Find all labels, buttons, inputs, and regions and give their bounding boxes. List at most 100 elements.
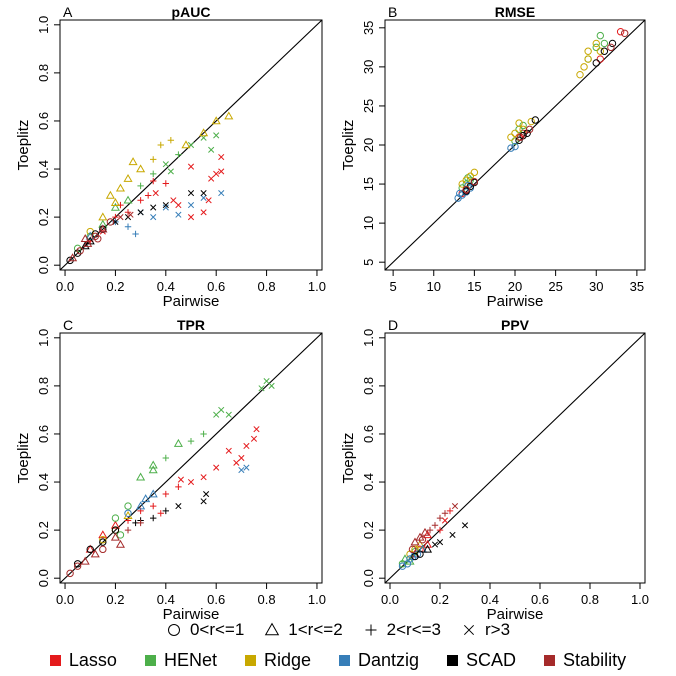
y-axis-label: Toeplitz	[15, 120, 32, 171]
data-point	[187, 163, 195, 170]
data-point	[515, 119, 523, 127]
data-point	[436, 539, 444, 546]
y-tick-label: 0.0	[36, 569, 51, 587]
data-point	[80, 234, 90, 243]
y-tick-label: 0.6	[36, 425, 51, 443]
y-tick-label: 20	[361, 138, 376, 152]
circle-icon	[167, 624, 180, 636]
panel-title: PPV	[501, 317, 530, 333]
x-tick-label: 0.8	[581, 592, 599, 607]
data-point	[243, 442, 250, 450]
y-tick-label: 0.4	[36, 160, 51, 178]
data-point	[117, 214, 124, 221]
color-legend-label: SCAD	[466, 649, 517, 670]
data-point	[162, 161, 169, 168]
data-point	[233, 459, 240, 466]
data-point	[620, 29, 629, 37]
data-point	[137, 519, 144, 527]
x-axis-label: Pairwise	[487, 293, 544, 310]
x-tick-label: 0.6	[207, 592, 225, 607]
panel-d: 0.0 0.2 0.4 0.6 0.8 1.0 0.0 0.2 0.4 0.6 0.8 1.0 PPV D…	[340, 317, 649, 623]
data-point	[580, 63, 588, 71]
y-tick-label: 0.8	[36, 64, 51, 82]
data-point	[110, 532, 120, 541]
data-point	[250, 435, 258, 442]
data-point	[124, 223, 132, 230]
series-dantzig	[454, 142, 519, 202]
color-legend-label: Lasso	[68, 649, 117, 670]
data-point	[136, 501, 146, 510]
data-point	[124, 502, 132, 510]
x-tick-label: 35	[630, 279, 644, 294]
x-axis-label: Pairwise	[163, 606, 220, 623]
x-axis-label: Pairwise	[487, 606, 544, 623]
data-point	[90, 549, 100, 558]
color-swatch	[447, 654, 459, 666]
data-point	[86, 545, 94, 554]
data-point	[116, 531, 125, 539]
data-point	[162, 454, 170, 462]
plus-marker	[365, 624, 377, 636]
data-point	[200, 430, 207, 438]
data-point	[175, 202, 182, 209]
shape-legend: 0<r<=1 1<r<=2 2<r<=3 r>3	[0, 618, 676, 642]
data-point	[416, 550, 424, 558]
y-tick-label: 25	[361, 99, 376, 113]
data-point	[99, 545, 107, 554]
data-point	[73, 562, 82, 570]
color-legend-label: Ridge	[263, 649, 311, 670]
x-axis-label: Pairwise	[163, 293, 220, 310]
y-tick-label: 1.0	[361, 329, 376, 347]
points-layer	[454, 28, 629, 202]
data-point	[150, 170, 157, 178]
color-legend-item: Stability	[544, 650, 626, 671]
data-point	[456, 189, 464, 198]
data-point	[150, 177, 157, 185]
series-scad	[411, 522, 469, 561]
data-point	[258, 385, 265, 392]
data-point	[576, 70, 584, 79]
panel-letter: D	[388, 317, 398, 333]
data-point	[511, 142, 519, 151]
data-point	[106, 218, 115, 226]
x-tick-label: 10	[427, 279, 441, 294]
data-point	[170, 197, 177, 204]
data-point	[98, 219, 108, 228]
panel-c: 0.0 0.2 0.4 0.6 0.8 1.0 0.0 0.2 0.4 0.6 0.8 1.0 TPR C…	[15, 317, 326, 623]
series-stability	[462, 29, 629, 194]
color-legend-item: Dantzig	[339, 650, 419, 671]
data-point	[451, 503, 459, 510]
circle-marker	[167, 624, 180, 636]
x-tick-label: 0.6	[531, 592, 549, 607]
data-point	[162, 202, 169, 209]
data-point	[507, 133, 515, 141]
data-point	[148, 465, 158, 474]
data-point	[436, 526, 444, 534]
panel-letter: C	[63, 317, 73, 333]
y-tick-label: 0.8	[361, 377, 376, 395]
data-point	[137, 197, 144, 204]
data-point	[268, 382, 275, 389]
data-point	[413, 550, 422, 558]
data-point	[408, 545, 417, 554]
x-tick-label: 0.0	[56, 592, 74, 607]
data-point	[213, 464, 220, 471]
data-point	[175, 503, 182, 510]
series-ridge	[458, 39, 605, 188]
color-legend-item: Lasso	[49, 649, 117, 671]
data-point	[431, 541, 439, 548]
data-point	[123, 511, 133, 519]
data-point	[519, 125, 527, 134]
y-axis-label: Toeplitz	[15, 433, 32, 484]
data-point	[422, 539, 433, 548]
data-point	[470, 178, 479, 186]
data-point	[150, 502, 157, 510]
x-tick-label: 0.4	[157, 279, 175, 294]
data-point	[470, 168, 479, 177]
y-tick-label: 0.4	[361, 473, 376, 491]
y-tick-label: 10	[361, 216, 376, 230]
data-point	[150, 156, 157, 163]
data-point	[80, 241, 90, 250]
data-point	[253, 426, 260, 433]
data-point	[519, 129, 527, 137]
